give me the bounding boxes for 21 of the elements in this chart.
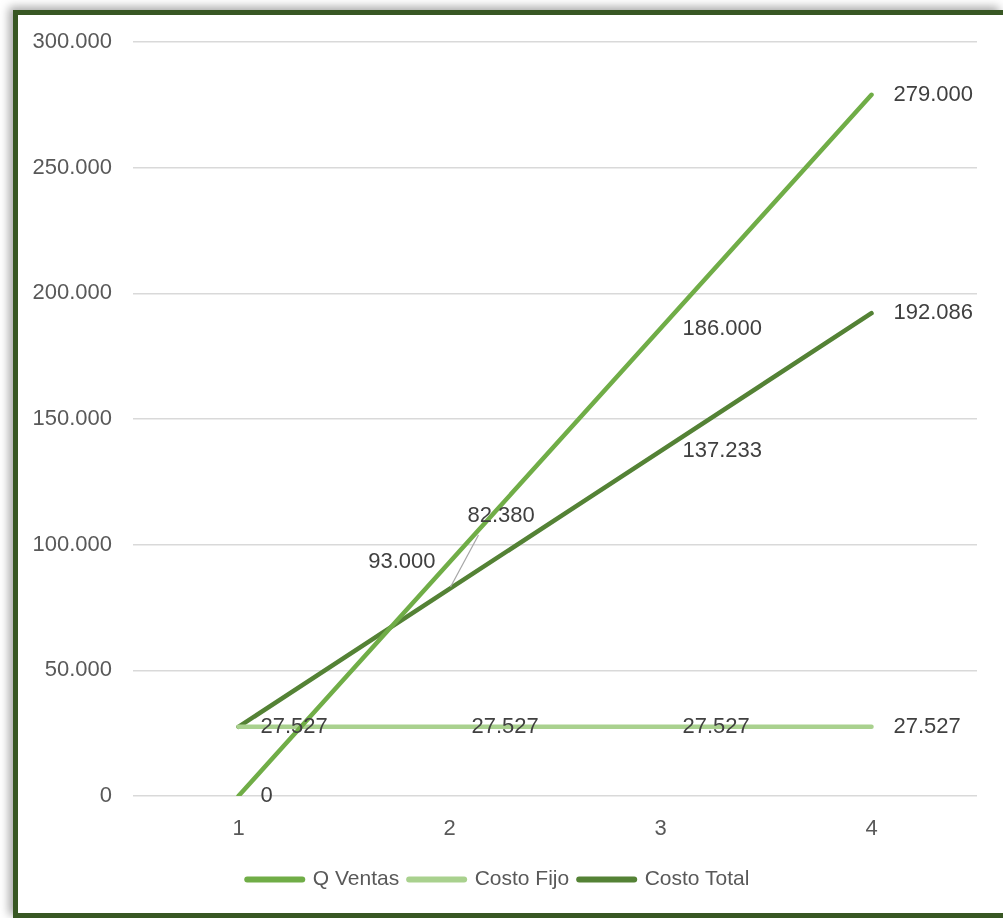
x-tick-label: 3 bbox=[654, 815, 667, 841]
x-tick-label: 4 bbox=[865, 815, 878, 841]
y-tick-label: 200.000 bbox=[32, 279, 112, 305]
y-tick-label: 150.000 bbox=[32, 405, 112, 431]
y-tick-label: 100.000 bbox=[32, 530, 112, 556]
y-tick-label: 50.000 bbox=[44, 656, 112, 682]
x-tick-label: 2 bbox=[443, 815, 456, 841]
legend-label: Costo Total bbox=[644, 866, 750, 890]
data-label: 186.000 bbox=[682, 314, 763, 340]
x-tick-label: 1 bbox=[232, 815, 245, 841]
legend-label: Q Ventas bbox=[312, 866, 400, 890]
data-label: 192.086 bbox=[893, 299, 974, 325]
data-label: 0 bbox=[260, 782, 273, 808]
data-label: 27.527 bbox=[893, 712, 961, 738]
y-tick-label: 0 bbox=[99, 782, 112, 808]
y-tick-label: 250.000 bbox=[32, 153, 112, 179]
data-label: 93.000 bbox=[368, 548, 436, 574]
y-tick-label: 300.000 bbox=[32, 28, 112, 54]
legend-label: Costo Fijo bbox=[474, 866, 570, 890]
data-label: 137.233 bbox=[682, 437, 763, 463]
data-label: 279.000 bbox=[893, 80, 974, 106]
